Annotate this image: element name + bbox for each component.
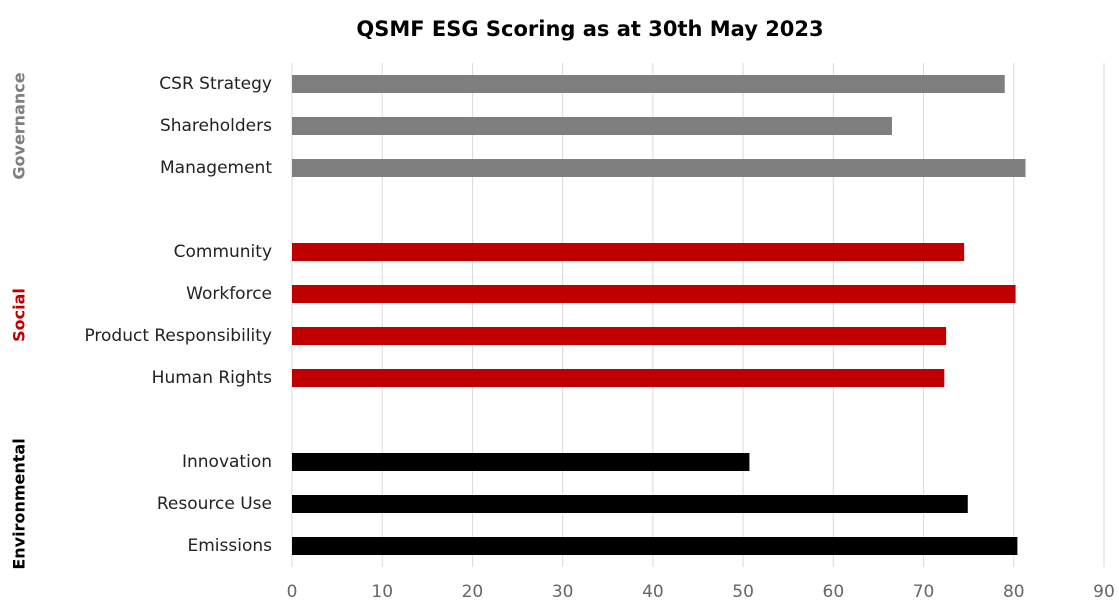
x-tick-label: 10 xyxy=(371,582,393,602)
y-tick-label: Shareholders xyxy=(160,116,272,136)
x-tick-label: 40 xyxy=(642,582,664,602)
bar xyxy=(292,369,945,387)
bar xyxy=(292,117,892,135)
x-tick-label: 20 xyxy=(462,582,484,602)
x-tick-label: 50 xyxy=(732,582,754,602)
x-tick-label: 0 xyxy=(287,582,298,602)
y-tick-label: Emissions xyxy=(188,536,273,556)
y-tick-label: CSR Strategy xyxy=(159,74,272,94)
bar xyxy=(292,495,968,513)
bar xyxy=(292,327,947,345)
y-tick-label: Community xyxy=(174,242,272,262)
y-tick-label: Management xyxy=(160,158,272,178)
x-tick-label: 80 xyxy=(1003,582,1025,602)
bar xyxy=(292,453,750,471)
y-tick-label: Product Responsibility xyxy=(84,326,272,346)
x-tick-label: 90 xyxy=(1093,582,1115,602)
bar xyxy=(292,75,1005,93)
x-tick-label: 60 xyxy=(823,582,845,602)
bar xyxy=(292,243,965,261)
y-tick-label: Workforce xyxy=(186,284,272,304)
y-tick-label: Human Rights xyxy=(152,368,272,388)
group-label: Governance xyxy=(10,72,29,179)
y-tick-label: Innovation xyxy=(182,452,272,472)
chart-title: QSMF ESG Scoring as at 30th May 2023 xyxy=(356,17,823,41)
x-tick-label: 30 xyxy=(552,582,574,602)
group-label: Social xyxy=(10,288,29,342)
bar xyxy=(292,285,1016,303)
x-tick-label: 70 xyxy=(913,582,935,602)
y-tick-label: Resource Use xyxy=(157,494,272,514)
group-label: Environmental xyxy=(10,438,29,569)
bar xyxy=(292,537,1018,555)
bar xyxy=(292,159,1026,177)
